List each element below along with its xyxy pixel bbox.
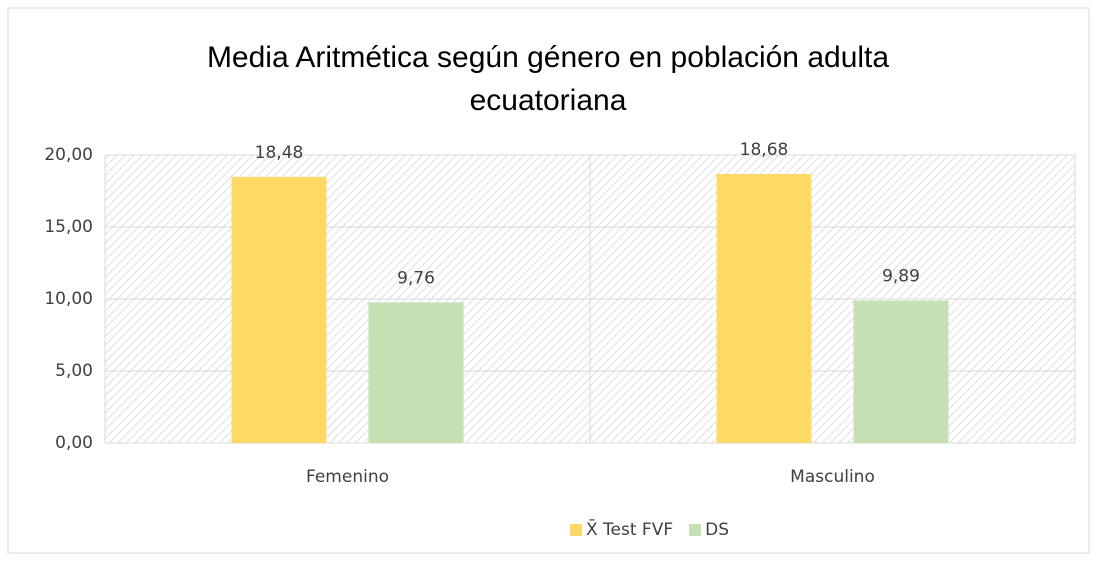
bar: [231, 176, 327, 443]
data-label: 18,68: [740, 140, 789, 160]
x-tick-label: Femenino: [306, 467, 389, 487]
legend-swatch: [689, 524, 702, 536]
bar: [853, 300, 949, 443]
y-tick-label: 10,00: [44, 289, 93, 309]
bar: [368, 302, 464, 443]
bar: [716, 174, 812, 443]
legend-label: X̄ Test FVF: [586, 518, 673, 540]
chart-title: Media Aritmética según género en poblaci…: [206, 41, 890, 117]
legend-label: DS: [705, 520, 729, 540]
y-tick-label: 5,00: [55, 361, 93, 381]
y-tick-label: 20,00: [44, 145, 93, 165]
x-tick-label: Masculino: [790, 467, 875, 487]
y-tick-label: 0,00: [55, 433, 93, 453]
data-label: 9,76: [397, 268, 435, 288]
legend-swatch: [570, 524, 582, 536]
y-tick-label: 15,00: [44, 217, 93, 237]
data-label: 18,48: [255, 143, 304, 163]
data-label: 9,89: [882, 267, 920, 287]
